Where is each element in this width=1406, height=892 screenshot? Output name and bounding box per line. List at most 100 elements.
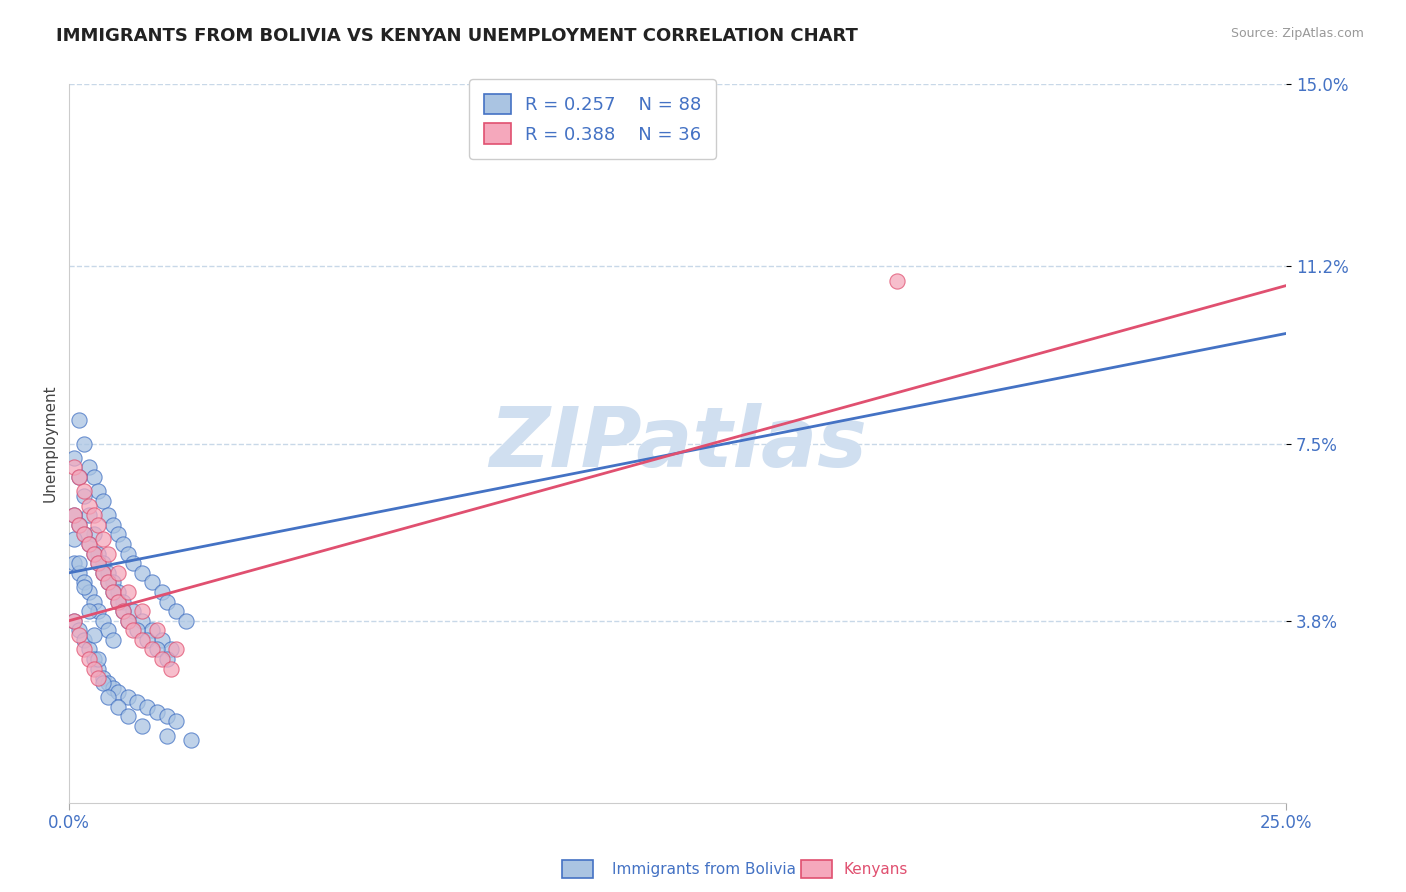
Point [131, 632, 153, 647]
Point [111, 604, 134, 618]
Text: ZIPatlas: ZIPatlas [489, 403, 866, 484]
Point [83, 547, 105, 561]
Point [67, 628, 90, 642]
Point [83, 628, 105, 642]
Point [97, 547, 120, 561]
Point [91, 556, 114, 570]
Point [146, 705, 169, 719]
Point [87, 556, 110, 570]
Point [77, 585, 100, 599]
Point [77, 642, 100, 657]
Point [111, 604, 134, 618]
Point [67, 517, 90, 532]
Point [146, 624, 169, 638]
Point [117, 614, 139, 628]
Point [160, 661, 183, 675]
Point [141, 624, 163, 638]
Point [91, 566, 114, 580]
Point [63, 508, 86, 523]
Point [73, 527, 96, 541]
Point [150, 632, 173, 647]
Point [73, 527, 96, 541]
Point [121, 604, 143, 618]
Point [91, 533, 114, 547]
Point [77, 604, 100, 618]
Point [73, 632, 96, 647]
Point [73, 489, 96, 503]
Point [77, 652, 100, 666]
Point [67, 556, 90, 570]
Point [77, 499, 100, 513]
Point [101, 585, 124, 599]
Point [886, 274, 908, 288]
Text: IMMIGRANTS FROM BOLIVIA VS KENYAN UNEMPLOYMENT CORRELATION CHART: IMMIGRANTS FROM BOLIVIA VS KENYAN UNEMPL… [56, 27, 858, 45]
Point [63, 614, 86, 628]
Point [117, 690, 139, 705]
Point [97, 575, 120, 590]
Point [63, 508, 86, 523]
Point [63, 460, 86, 475]
Point [155, 709, 177, 723]
Point [101, 681, 124, 695]
Point [180, 733, 202, 747]
Point [111, 537, 134, 551]
Point [63, 533, 86, 547]
Point [83, 547, 105, 561]
Point [136, 632, 159, 647]
Point [101, 575, 124, 590]
Point [87, 484, 110, 499]
Point [77, 537, 100, 551]
Point [97, 508, 120, 523]
Point [77, 537, 100, 551]
Point [91, 614, 114, 628]
Point [150, 652, 173, 666]
Point [141, 575, 163, 590]
Point [111, 594, 134, 608]
Point [131, 566, 153, 580]
Text: Kenyans: Kenyans [844, 863, 908, 877]
Point [101, 585, 124, 599]
Point [141, 642, 163, 657]
Point [150, 585, 173, 599]
Point [83, 508, 105, 523]
Legend: R = 0.257    N = 88, R = 0.388    N = 36: R = 0.257 N = 88, R = 0.388 N = 36 [470, 79, 716, 159]
Point [107, 566, 129, 580]
Point [97, 624, 120, 638]
Point [146, 642, 169, 657]
Point [155, 729, 177, 743]
Point [83, 652, 105, 666]
Point [97, 676, 120, 690]
Point [87, 652, 110, 666]
Point [87, 556, 110, 570]
Point [87, 517, 110, 532]
Point [117, 547, 139, 561]
Text: Source: ZipAtlas.com: Source: ZipAtlas.com [1230, 27, 1364, 40]
Text: Immigrants from Bolivia: Immigrants from Bolivia [612, 863, 796, 877]
Point [91, 494, 114, 508]
Point [63, 556, 86, 570]
Point [73, 580, 96, 594]
Point [91, 676, 114, 690]
Point [101, 632, 124, 647]
Point [107, 699, 129, 714]
Y-axis label: Unemployment: Unemployment [44, 384, 58, 502]
Point [107, 585, 129, 599]
Point [67, 470, 90, 484]
Point [174, 614, 197, 628]
Point [73, 642, 96, 657]
Point [67, 470, 90, 484]
Point [87, 547, 110, 561]
Point [87, 661, 110, 675]
Point [155, 652, 177, 666]
Point [101, 517, 124, 532]
Point [83, 527, 105, 541]
Point [87, 604, 110, 618]
Point [131, 719, 153, 733]
Point [97, 566, 120, 580]
Point [117, 709, 139, 723]
Point [165, 714, 187, 729]
Point [91, 566, 114, 580]
Point [155, 594, 177, 608]
Point [160, 642, 183, 657]
Point [117, 585, 139, 599]
